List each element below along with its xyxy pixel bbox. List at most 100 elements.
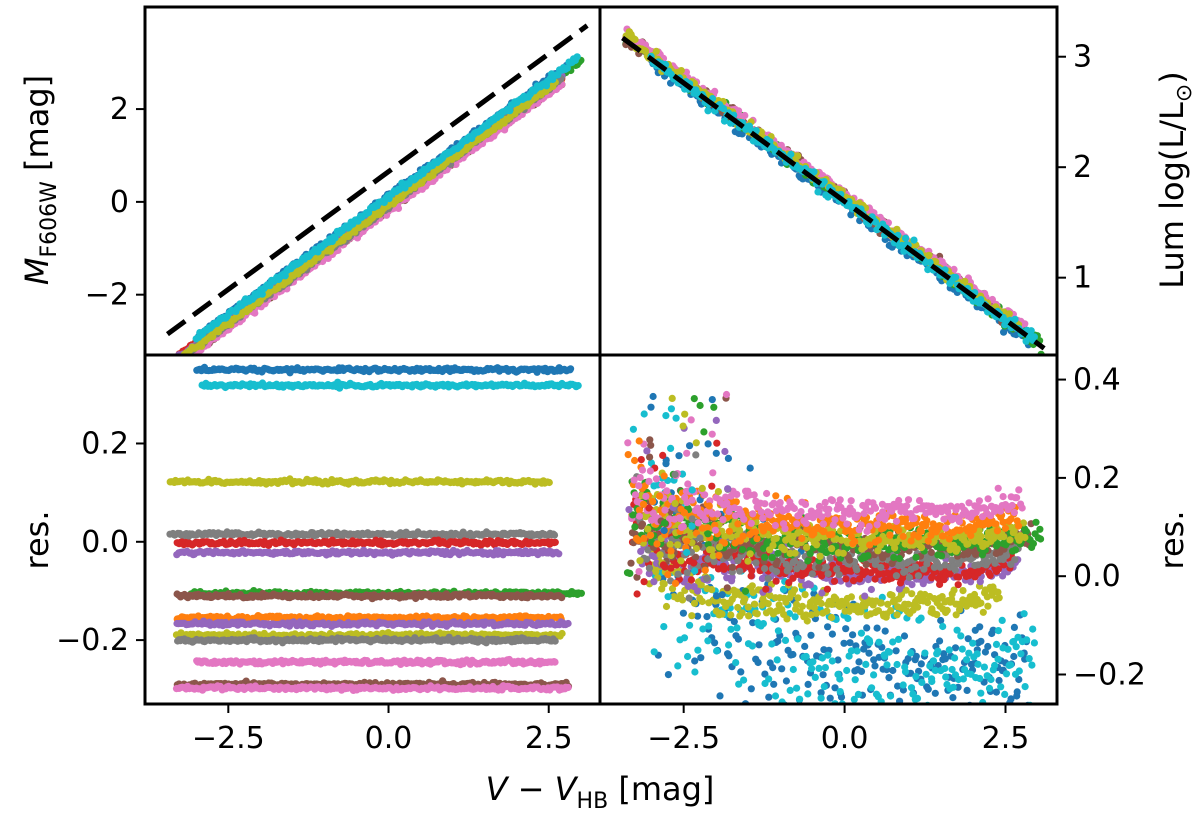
data-point: [741, 111, 749, 120]
data-point: [169, 365, 176, 372]
data-points-bottom-left: [166, 363, 586, 695]
y-tick-label: 1: [1073, 261, 1092, 296]
data-point: [175, 358, 182, 365]
y-tick-label: 0: [110, 185, 129, 220]
data-point: [171, 363, 178, 370]
data-point: [550, 531, 559, 539]
data-point: [563, 64, 571, 72]
data-point: [567, 365, 575, 373]
data-point: [182, 356, 189, 363]
data-point: [677, 67, 685, 75]
data-point: [950, 265, 958, 273]
data-point: [331, 234, 339, 242]
data-point: [814, 188, 822, 196]
data-point: [893, 225, 901, 233]
data-point: [169, 358, 176, 365]
data-point: [1005, 310, 1013, 318]
data-point: [251, 309, 259, 317]
data-point: [175, 356, 182, 363]
data-point: [167, 360, 174, 367]
data-point: [167, 362, 174, 369]
data-point: [173, 356, 180, 363]
data-point: [551, 538, 559, 546]
data-point: [169, 358, 176, 365]
data-point: [652, 47, 660, 55]
data-point: [173, 357, 180, 364]
panel-frame: [143, 5, 602, 357]
y-tick-label: 2: [110, 92, 129, 127]
data-point: [174, 362, 181, 369]
data-point: [177, 359, 184, 366]
data-points-top-left: [166, 53, 585, 375]
data-point: [172, 363, 179, 370]
data-point: [168, 362, 175, 369]
data-point: [574, 382, 582, 390]
y-tick-label: 2: [1073, 150, 1092, 185]
data-point: [171, 357, 178, 364]
data-point: [719, 105, 728, 113]
panel-top-left: −2 0 2: [85, 5, 602, 375]
data-point: [281, 272, 289, 280]
data-point: [902, 234, 910, 242]
data-point: [506, 107, 514, 115]
data-point: [169, 358, 176, 365]
data-point: [227, 321, 235, 329]
data-point: [166, 366, 173, 373]
data-point: [1011, 315, 1019, 323]
data-point: [452, 160, 460, 168]
data-point: [794, 152, 802, 160]
data-point: [1030, 333, 1038, 341]
data-point: [1027, 327, 1035, 335]
data-point: [394, 204, 403, 212]
data-point: [169, 363, 176, 370]
data-point: [787, 150, 795, 158]
fit-line: [621, 35, 1046, 351]
data-point: [171, 366, 178, 373]
data-point: [720, 117, 729, 125]
data-point: [171, 358, 178, 365]
data-point: [174, 356, 181, 363]
data-point: [178, 359, 185, 366]
data-point: [555, 550, 563, 558]
data-point: [1021, 320, 1029, 328]
data-point: [168, 361, 175, 368]
fit-line: [165, 23, 589, 337]
data-point: [171, 358, 178, 365]
data-point: [179, 360, 186, 367]
panel-top-right: 1 2 3: [598, 5, 1092, 357]
data-point: [820, 178, 828, 186]
data-point: [175, 359, 182, 366]
data-point: [167, 368, 174, 375]
data-point: [173, 363, 180, 370]
data-point: [170, 359, 177, 366]
data-point: [168, 358, 175, 365]
y-tick-label: −2: [85, 278, 129, 313]
data-point: [704, 107, 712, 115]
data-point: [810, 168, 818, 176]
data-point: [395, 185, 404, 194]
data-point: [926, 258, 934, 267]
data-point: [198, 342, 206, 350]
data-point: [573, 53, 581, 61]
data-point: [169, 359, 176, 366]
data-point: [174, 361, 181, 368]
data-point: [168, 358, 175, 365]
data-point: [824, 193, 832, 201]
data-point: [258, 290, 266, 298]
data-point: [925, 251, 933, 259]
y-tick-label: 3: [1073, 40, 1092, 75]
data-point: [169, 365, 176, 372]
data-point: [932, 258, 940, 266]
data-point: [179, 357, 186, 364]
data-point: [711, 87, 719, 95]
data-point: [173, 357, 180, 364]
data-point: [952, 273, 960, 281]
panel-bottom-left: −0.20.00.2−2.5 0.0 2.5: [56, 353, 602, 756]
data-point: [631, 35, 639, 44]
data-point: [961, 277, 969, 285]
data-point: [174, 357, 181, 364]
data-point: [176, 361, 183, 368]
data-point: [172, 359, 179, 366]
